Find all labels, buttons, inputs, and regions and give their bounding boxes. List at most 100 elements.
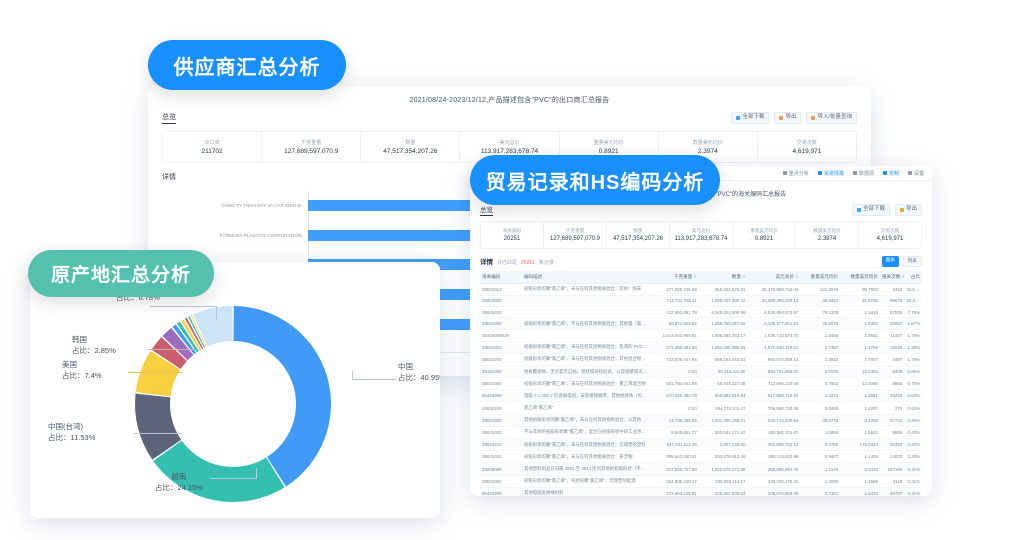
donut-slice-other-2[interactable] [172, 324, 197, 355]
supplier-stat-key: 交易次数 [796, 140, 817, 146]
hs-nav-item-label: 重点分析 [788, 170, 809, 177]
table-row[interactable]: 85444999 电缆 < 1,000 V 的含氧电缆，未装接线端零，其他绝缘体（… [480, 389, 922, 403]
hs-nav-item[interactable]: 贸易情报 [817, 170, 844, 177]
pill-trade-records-hs-analysis[interactable]: 贸易记录和HS编码分析 [470, 155, 720, 205]
hs-table-cell: 0.33% [904, 450, 922, 464]
table-row[interactable]: 39041900 其他初级形状的聚"氯乙烯"，未与任何其他物质混合；以其他形式 13… [480, 414, 922, 427]
hs-stat-value: 2.3974 [817, 236, 837, 242]
table-row[interactable]: 39041003 不与其他的初级形状聚"氯乙烯"，混合在初级形状中的工业用物质混合… [480, 426, 922, 440]
supplier-stat-cell: 数量美元均价 2.3974 [659, 132, 758, 162]
donut-slice-india[interactable] [193, 306, 233, 347]
hs-nav-item[interactable]: 重点分析 [782, 170, 809, 177]
donut-slice-other-1[interactable] [162, 327, 194, 361]
hs-column-header[interactable]: 报关次数 ⇅ [879, 270, 905, 284]
table-row[interactable]: 39204900 712,722,755.11 1,085,327,406.42 34… [480, 295, 922, 307]
table-row[interactable]: 39041012 初级形状的聚"氯乙烯"，未与任何其他物质混合；其他：粉末 277,… [480, 283, 922, 296]
hs-column-header[interactable]: 千克重量 ⇅ [650, 270, 699, 284]
hs-nav-item[interactable]: 设置 [907, 170, 924, 177]
donut-slice-other-4[interactable] [181, 319, 202, 351]
export-button[interactable]: 导出 [774, 112, 802, 124]
table-row[interactable]: 39041022 初级形状的聚"氯乙烯"，未与任何其他物质混合：悬浮物 395,64… [480, 450, 922, 464]
donut-slice-taiwan[interactable] [135, 393, 182, 460]
hs-column-header[interactable]: 美元总价 ⇅ [747, 270, 801, 284]
hs-download-all-button[interactable]: 全部下载 [851, 204, 890, 216]
hs-table-cell: 不与其他的初级形状聚"氯乙烯"，混合在初级形状中的工业用物质混合。 [521, 426, 651, 440]
hs-nav-item[interactable]: 定制 [882, 170, 899, 177]
table-row[interactable]: 39042210 初级形状的聚"氯乙烯"，未与任何其他物质混合；已增塑的塑料 947… [480, 438, 922, 452]
hs-table-cell: 1.0884 [800, 426, 841, 440]
donut-slice-korea[interactable] [151, 337, 187, 370]
hs-code-table: 海关编码 编码描述 千克重量 ⇅ 数量 ⇅ 美元总价 ⇅ 重量美元均价 数量美元均价 报关次数… [480, 270, 922, 496]
table-row[interactable]: 39269099 其他塑料制品已归属 3901 至 3914 所列其他的初级形状（… [480, 462, 922, 476]
hs-table-cell: 初级形状的聚"氯乙烯"，未与任何其他物质混合：其他混合物（已增塑） [521, 353, 651, 366]
donut-slice-usa[interactable] [135, 350, 181, 397]
hs-table-cell: 0.00 [650, 401, 699, 415]
hs-stat-cell: 重量美元均价 0.8921 [733, 222, 796, 248]
download-all-button[interactable]: 全部下载 [731, 112, 770, 124]
sort-icon[interactable]: ⇅ [740, 273, 746, 279]
hs-table-cell: 0.70% [904, 377, 922, 391]
hs-column-header-label: 海关编码 [482, 273, 501, 279]
hs-table-cell: 0.3432 [840, 462, 880, 476]
donut-label-usa-name: 美国 [62, 360, 77, 369]
hs-table-cell: 39041022 [480, 450, 522, 464]
hs-table-cell: 712,696,120.08 [747, 377, 801, 391]
hs-table-cell: 1.87% [904, 317, 922, 331]
donut-slice-china[interactable] [233, 306, 331, 487]
hs-table-cell: 303,541,271.47 [698, 426, 748, 440]
pill-supplier-summary-analysis[interactable]: 供应商汇总分析 [148, 40, 346, 90]
hs-table-cell: 317,926,727.50 [650, 462, 699, 476]
hs-table-cell: 0.43% [904, 426, 922, 440]
donut-slice-vietnam[interactable] [153, 440, 285, 502]
donut-slice-other-6[interactable] [188, 316, 206, 348]
hs-stat-key: 千克重量 [565, 228, 585, 233]
import-batch-button[interactable]: 导入/批量查询 [806, 112, 857, 124]
supplier-stat-cell: 交易次数 4,619,971 [758, 132, 856, 162]
table-row[interactable]: 29032100 氯乙烯"氯乙烯" 0.00 494,775,511.47 706,86… [480, 401, 922, 415]
table-row[interactable]: 39041020 112,991,091.78 4,045,201,909.96 8,… [480, 306, 922, 319]
callout-line-taiwan [134, 433, 182, 434]
view-tag-chart[interactable]: 图表 [881, 256, 899, 267]
pill-origin-label: 原产地汇总分析 [50, 265, 191, 286]
hs-table-cell: 0.0000 [800, 365, 841, 379]
supplier-stat-cell: 数量 47,517,354,207.26 [361, 132, 461, 162]
supplier-stat-key: 出口商 [204, 140, 220, 146]
table-row[interactable]: 39181090 地板覆盖物、无论是否自粘；卷状或块状形式，以及墙壁或天花板 0.0… [480, 365, 922, 379]
table-row[interactable]: 39041090 初级形状的聚"氯乙烯"，不与任何其他物质混合；其他量（氯乙烯）、… [480, 317, 922, 331]
donut-label-korea-pct: 占比：2.85% [72, 345, 116, 355]
sort-icon[interactable]: ⇅ [900, 273, 905, 279]
donut-label-india: 印度 占比：6.78% [116, 282, 160, 304]
hs-table-cell: 39204900 [480, 295, 522, 307]
table-row[interactable]: 39041010 初级形状的聚"氯乙烯"，未与任何其他物质混合；乳液的 PVC 树… [480, 341, 922, 354]
supplier-stat-cell: 千克重量 127,689,597,070.9 [262, 132, 362, 162]
hs-column-header[interactable]: 数量 ⇅ [698, 270, 748, 284]
hs-export-button[interactable]: 导出 [894, 204, 922, 216]
table-row[interactable]: 39041000 初级形状的聚"氯乙烯"，未与任何其他物质混合：氯乙烯混合物 901… [480, 377, 922, 391]
sort-icon[interactable]: ⇅ [793, 273, 799, 279]
supplier-report-title: 2021/08/24-2023/12/12,产品描述包含"PVC"的出口商汇总报… [409, 97, 610, 104]
hs-table-cell: 0.31% [904, 462, 922, 476]
donut-slice-other-3[interactable] [177, 321, 199, 353]
supplier-stat-cell: 重量美元均价 0.8921 [560, 132, 659, 162]
hs-table-cell: 2,129,577,801.51 [747, 317, 801, 331]
nav-item-icon [782, 171, 787, 175]
hs-summary-header: 总览 全部下载 导出 [470, 198, 932, 218]
donut-slice-other-5[interactable] [184, 317, 204, 350]
hs-table-cell: 32.02% [904, 283, 922, 296]
table-row[interactable]: 39104000019 1,513,642,969.91 1,508,581,783… [480, 329, 922, 342]
hs-detail-count: 20251 [521, 260, 535, 267]
donut-slice-other-7[interactable] [190, 315, 207, 348]
donut-label-taiwan-pct: 占比：11.53% [48, 432, 96, 442]
table-row[interactable]: 39042200 初级形状的聚"氯乙烯"，未与任何其他物质混合：其他混合物（已增塑… [480, 353, 922, 366]
hs-table-cell: 0.46% [904, 414, 922, 427]
donut-label-vietnam-pct: 占比：24.15% [155, 482, 203, 492]
table-row[interactable]: 39041050 初级形状的聚"氯乙烯"，纯状的聚"氯乙烯"，无增塑剂配混 264,… [480, 475, 922, 488]
table-row[interactable]: 85444299 其他电缆类绝缘材料 472,664,125.91 225,462,8… [480, 487, 922, 496]
hs-table-cell: 2.1818 [840, 306, 880, 319]
origin-summary-panel: 中国 占比：40.95% 越南 占比：24.15% 中国(台湾) 占比：11.5… [30, 262, 440, 518]
sort-icon[interactable]: ⇅ [692, 273, 697, 279]
view-tag-list[interactable]: 列表 [902, 256, 922, 267]
hs-column-header-label: 数量 [731, 273, 741, 279]
pill-origin-summary-analysis[interactable]: 原产地汇总分析 [28, 250, 214, 297]
hs-nav-item[interactable]: 数据源 [852, 170, 874, 177]
